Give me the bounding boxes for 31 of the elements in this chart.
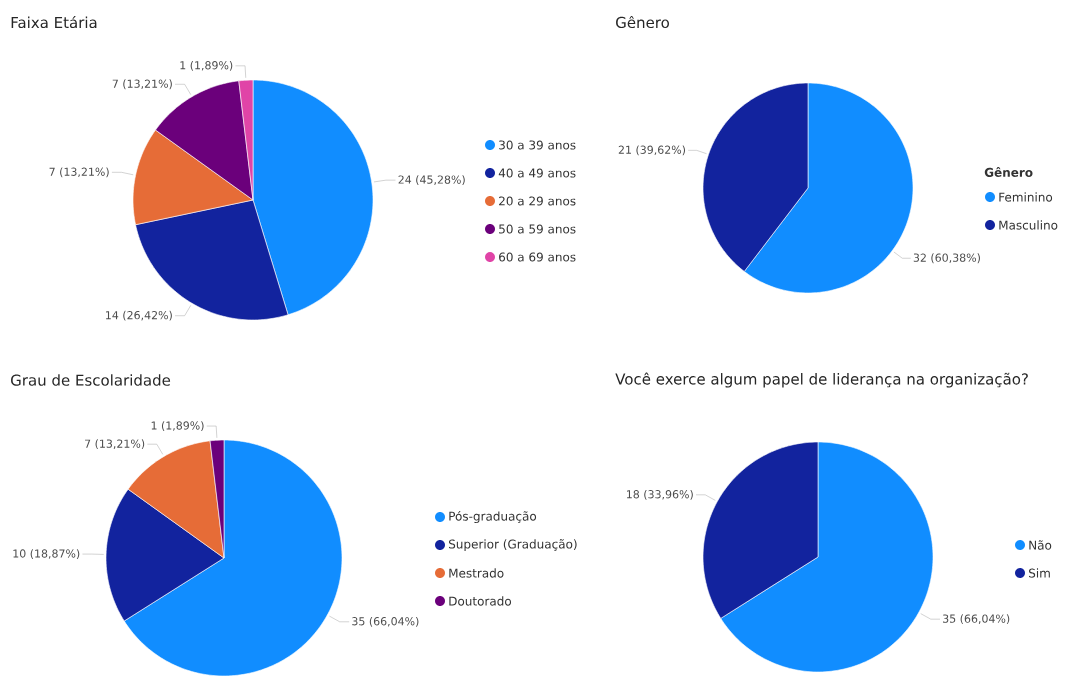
chart-title: Você exerce algum papel de liderança na organização? bbox=[615, 372, 1028, 388]
legend-label: Doutorado bbox=[449, 596, 512, 606]
data-label: 10 (18,87%) bbox=[13, 549, 80, 559]
legend-title: Gênero bbox=[984, 167, 1033, 177]
legend-label: Não bbox=[1029, 540, 1052, 550]
legend-label: Feminino bbox=[999, 192, 1053, 202]
legend-label: Superior (Graduação) bbox=[449, 539, 577, 551]
data-label: 21 (39,62%) bbox=[618, 145, 686, 156]
data-label: 7 (13,21%) bbox=[85, 439, 145, 450]
chart-title: Faixa Etária bbox=[11, 15, 97, 29]
data-label: 35 (66,04%) bbox=[352, 616, 419, 627]
data-label: 1 (1,89%) bbox=[151, 421, 204, 431]
legend-label: Sim bbox=[1029, 568, 1050, 578]
chart-title: Gênero bbox=[616, 15, 669, 29]
data-label: 1 (1,89%) bbox=[180, 60, 233, 71]
data-label: 18 (33,96%) bbox=[627, 489, 693, 500]
data-label: 24 (45,28%) bbox=[398, 175, 465, 186]
legend-label: Pós-graduação bbox=[449, 510, 537, 524]
legend-label: 50 a 59 anos bbox=[499, 224, 576, 234]
data-label: 32 (60,38%) bbox=[913, 253, 980, 264]
data-label: 35 (66,04%) bbox=[943, 614, 1010, 625]
data-label: 7 (13,21%) bbox=[49, 167, 109, 178]
legend-label: 60 a 69 anos bbox=[499, 252, 576, 262]
legend-label: 30 a 39 anos bbox=[499, 140, 576, 150]
chart-title: Grau de Escolaridade bbox=[11, 374, 171, 386]
data-label: 14 (26,42%) bbox=[106, 310, 172, 321]
data-label: 7 (13,21%) bbox=[112, 79, 172, 90]
legend-label: 40 a 49 anos bbox=[498, 168, 576, 178]
legend-label: 20 a 29 anos bbox=[499, 196, 576, 206]
legend-label: Mestrado bbox=[449, 568, 504, 578]
legend-label: Masculino bbox=[999, 220, 1058, 230]
